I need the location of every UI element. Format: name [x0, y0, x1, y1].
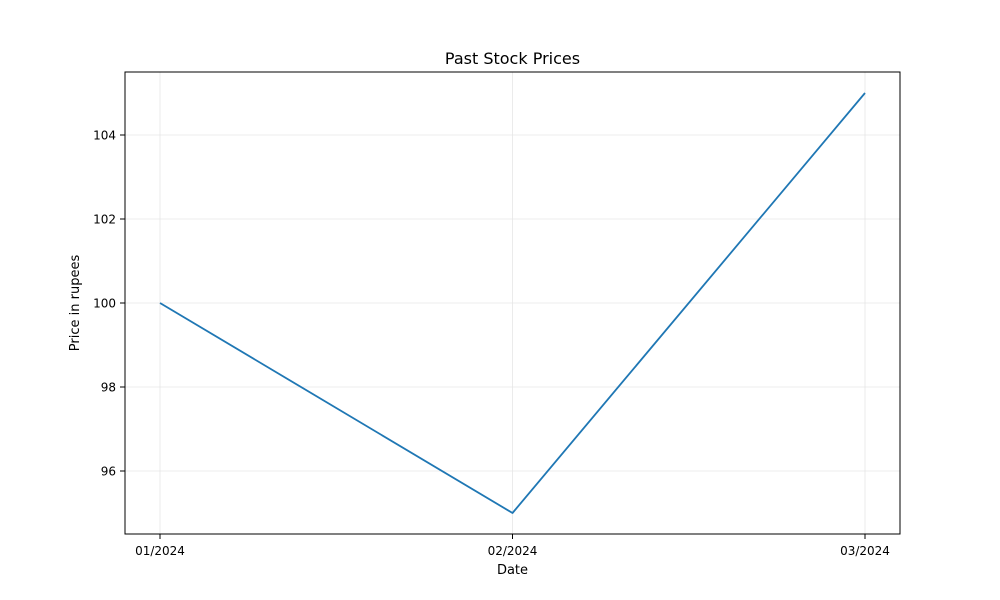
y-tick-label: 100 — [93, 297, 116, 311]
x-axis-ticks: 01/2024 02/2024 03/2024 — [135, 534, 890, 558]
y-tick-label: 98 — [101, 381, 116, 395]
y-tick-label: 102 — [93, 213, 116, 227]
x-tick-label: 01/2024 — [135, 544, 185, 558]
price-series-line — [159, 92, 866, 514]
y-tick-label: 96 — [101, 465, 116, 479]
x-axis-label: Date — [497, 563, 528, 578]
x-tick-label: 02/2024 — [488, 544, 538, 558]
y-axis-label: Price in rupees — [68, 255, 83, 352]
y-axis-ticks: 96 98 100 102 104 — [93, 129, 125, 479]
y-tick-label: 104 — [93, 129, 116, 143]
series-layer — [159, 92, 866, 514]
chart-title: Past Stock Prices — [445, 49, 580, 68]
grid-layer — [125, 72, 900, 534]
x-tick-label: 03/2024 — [840, 544, 890, 558]
